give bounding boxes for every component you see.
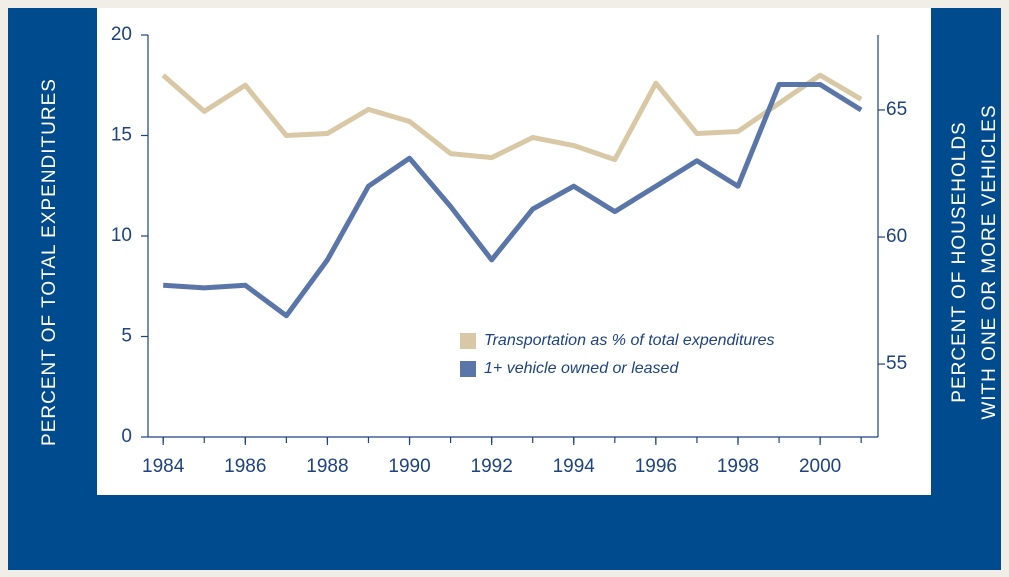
x-tick-label: 1988 [306,456,348,477]
legend-swatch [460,361,476,377]
legend-label: 1+ vehicle owned or leased [484,360,679,377]
plot-background [97,8,931,495]
y-tick-label: 10 [111,225,132,246]
y-tick-label: 0 [121,426,132,447]
x-tick-label: 1996 [635,456,677,477]
y2-tick-label: 55 [886,353,907,374]
y-tick-label: 20 [111,24,132,45]
y2-axis-label: WITH ONE OR MORE VEHICLES [979,104,1000,419]
x-tick-label: 1994 [553,456,596,477]
y2-tick-label: 60 [886,226,907,247]
x-tick-label: 1992 [471,456,513,477]
y-tick-label: 5 [121,326,132,347]
x-tick-label: 1998 [717,456,759,477]
series-line [161,72,863,163]
legend-swatch [460,333,476,349]
y-tick-label: 15 [111,125,132,146]
series-line [163,82,863,319]
legend-label: Transportation as % of total expenditure… [484,332,775,349]
y2-axis-label: PERCENT OF HOUSEHOLDS [949,121,970,402]
x-tick-label: 1984 [142,456,185,477]
x-tick-label: 2000 [799,456,841,477]
y2-tick-label: 65 [886,99,907,120]
y-axis-label: PERCENT OF TOTAL EXPENDITURES [39,78,60,446]
x-tick-label: 1986 [224,456,266,477]
x-tick-label: 1990 [388,456,430,477]
